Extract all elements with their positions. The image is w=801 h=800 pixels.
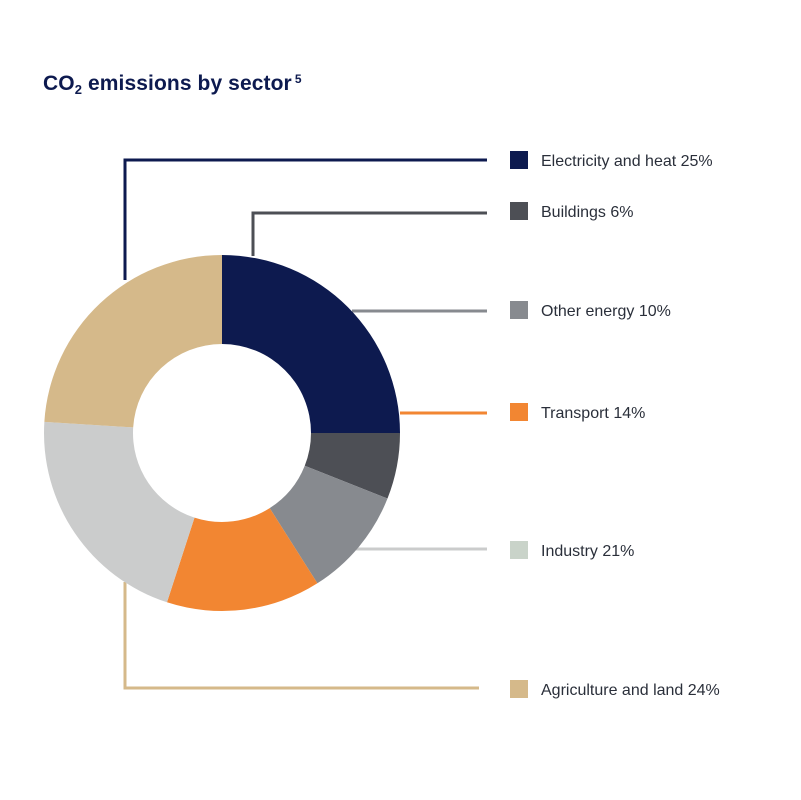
- legend-label-industry: Industry 21%: [541, 543, 634, 560]
- donut-slices: [43, 255, 400, 611]
- legend-label-agriculture-and-land: Agriculture and land 24%: [541, 682, 720, 699]
- legend-label-other-energy: Other energy 10%: [541, 303, 671, 320]
- slice-electricity-and-heat: [222, 255, 400, 433]
- title-main: emissions by sector: [82, 72, 292, 95]
- legend-label-buildings: Buildings 6%: [541, 204, 634, 221]
- legend-swatch-industry: [510, 541, 528, 559]
- slice-buildings: [304, 433, 400, 499]
- leader-line-agriculture-and-land: [123, 582, 479, 690]
- leader-line-buildings: [251, 211, 487, 256]
- legend-label-transport: Transport 14%: [541, 405, 645, 422]
- title-subscript: 2: [74, 82, 83, 97]
- legend-swatch-electricity-and-heat: [510, 151, 528, 169]
- legend-label-electricity-and-heat: Electricity and heat 25%: [541, 153, 713, 170]
- slice-agriculture-and-land: [44, 255, 222, 428]
- leader-lines: [123, 158, 487, 690]
- legend-swatch-buildings: [510, 202, 528, 220]
- legend: Electricity and heat 25% Buildings 6% Othe…: [510, 151, 720, 699]
- slice-transport: [166, 508, 318, 611]
- slice-industry: [43, 421, 195, 603]
- legend-swatch-agriculture-and-land: [510, 680, 528, 698]
- leader-line-electricity-and-heat: [123, 158, 487, 280]
- legend-swatch-transport: [510, 403, 528, 421]
- title-footnote: 5: [294, 72, 302, 86]
- slice-other-energy: [269, 465, 388, 584]
- legend-swatch-other-energy: [510, 301, 528, 319]
- title-prefix: CO: [43, 72, 75, 95]
- chart-title: CO2 emissions by sector 5: [43, 72, 302, 97]
